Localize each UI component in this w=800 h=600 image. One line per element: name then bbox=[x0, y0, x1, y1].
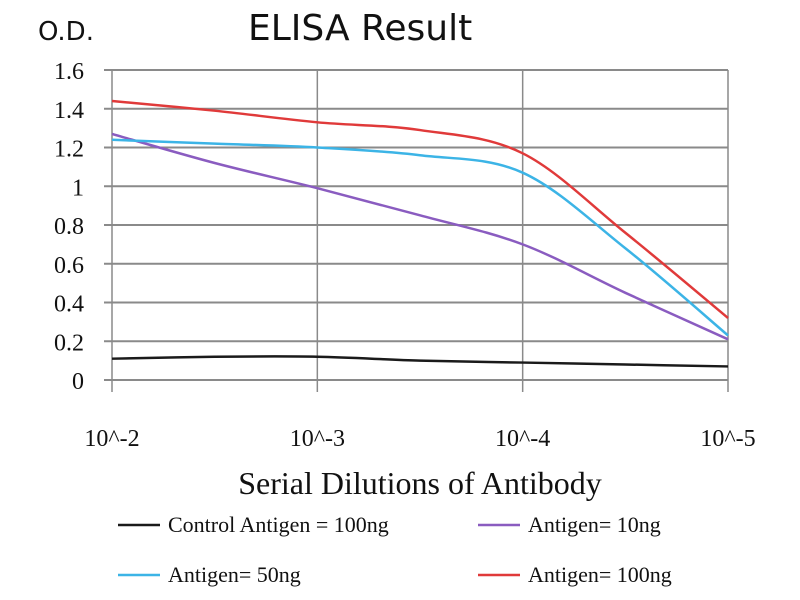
chart-title: ELISA Result bbox=[248, 8, 472, 49]
series-line-0 bbox=[111, 355, 729, 368]
x-tick-label: 10^-2 bbox=[84, 426, 139, 452]
series-line-1 bbox=[111, 132, 729, 341]
y-tick-label: 0 bbox=[72, 369, 84, 395]
y-tick-label: 0.4 bbox=[54, 292, 84, 318]
series-line-2 bbox=[111, 138, 729, 337]
y-tick-label: 1.4 bbox=[54, 98, 84, 124]
legend-label: Antigen= 10ng bbox=[528, 512, 661, 537]
y-tick-label: 0.2 bbox=[54, 330, 84, 356]
legend-label: Antigen= 50ng bbox=[168, 562, 301, 587]
y-tick-label: 1.6 bbox=[54, 59, 84, 85]
legend-label: Antigen= 100ng bbox=[528, 562, 672, 587]
x-tick-label: 10^-3 bbox=[290, 426, 345, 452]
x-tick-label: 10^-4 bbox=[495, 426, 550, 452]
y-tick-label: 1.2 bbox=[54, 137, 84, 163]
legend-label: Control Antigen = 100ng bbox=[168, 512, 389, 537]
x-tick-label: 10^-5 bbox=[700, 426, 755, 452]
x-axis-label: Serial Dilutions of Antibody bbox=[238, 465, 602, 501]
series-line-3 bbox=[111, 99, 729, 319]
y-tick-label: 1 bbox=[72, 175, 84, 201]
y-tick-label: 0.6 bbox=[54, 253, 84, 279]
y-axis-label: O.D. bbox=[38, 17, 94, 47]
y-tick-label: 0.8 bbox=[54, 214, 84, 240]
